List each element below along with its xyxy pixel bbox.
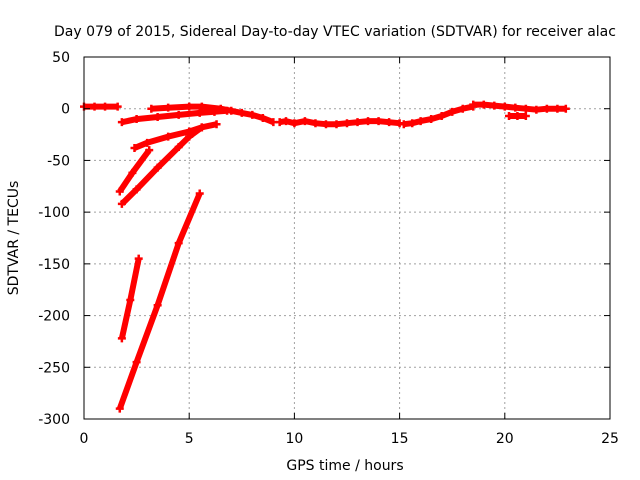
data-point xyxy=(561,104,570,113)
data-point xyxy=(437,111,446,120)
x-tick-label: 15 xyxy=(391,431,409,447)
grid xyxy=(84,57,610,419)
data-point xyxy=(128,168,137,177)
y-tick-label: -100 xyxy=(38,205,70,221)
data-point xyxy=(132,185,141,194)
data-point xyxy=(115,404,124,413)
data-point xyxy=(174,239,183,248)
x-tick-label: 0 xyxy=(80,431,89,447)
data-point xyxy=(385,118,394,127)
axis-ticks xyxy=(83,56,611,420)
data-point xyxy=(343,119,351,128)
data-point xyxy=(532,105,541,114)
y-tick-label: -200 xyxy=(38,309,70,325)
series-line-10 xyxy=(119,124,204,207)
data-point xyxy=(458,104,467,113)
data-point xyxy=(134,254,143,263)
y-tick-label: -150 xyxy=(38,257,70,273)
data-point xyxy=(216,104,225,113)
y-tick-label: 0 xyxy=(61,102,70,118)
data-point xyxy=(113,102,122,111)
y-tick-label: -50 xyxy=(47,153,70,169)
data-point xyxy=(300,117,309,126)
series-layer xyxy=(80,100,570,413)
series-line-9 xyxy=(117,148,152,194)
data-point xyxy=(195,108,204,117)
x-tick-label: 5 xyxy=(185,431,194,447)
data-point xyxy=(212,120,221,129)
data-point xyxy=(143,138,152,147)
data-point xyxy=(521,104,530,113)
data-point xyxy=(145,146,154,155)
x-tick-label: 25 xyxy=(601,431,619,447)
data-point xyxy=(153,112,162,121)
data-point xyxy=(321,120,330,129)
data-point xyxy=(374,117,383,126)
data-point xyxy=(332,120,341,129)
data-point xyxy=(132,358,141,367)
series-line-6 xyxy=(473,101,566,113)
data-point xyxy=(126,296,135,305)
data-point xyxy=(147,104,156,113)
chart-title: Day 079 of 2015, Sidereal Day-to-day VTE… xyxy=(54,24,616,40)
data-point xyxy=(195,189,204,198)
series-line-3 xyxy=(151,103,275,125)
data-point xyxy=(281,117,290,126)
y-tick-labels: -300 -250 -200 -150 -100 -50 0 50 xyxy=(38,50,70,428)
data-point xyxy=(197,102,206,111)
data-point xyxy=(353,118,362,127)
data-point xyxy=(90,102,99,111)
data-point xyxy=(511,103,520,112)
data-point xyxy=(132,115,141,124)
data-point xyxy=(311,119,320,128)
data-point xyxy=(117,334,126,343)
data-point xyxy=(185,102,194,111)
y-tick-label: -250 xyxy=(38,360,70,376)
data-point xyxy=(505,111,514,120)
y-tick-label: 50 xyxy=(52,50,70,66)
data-point xyxy=(500,102,509,111)
data-point xyxy=(416,117,425,126)
y-axis-label: SDTVAR / TECUs xyxy=(6,181,22,296)
data-point xyxy=(448,107,457,116)
data-point xyxy=(258,114,267,123)
data-point xyxy=(117,118,126,127)
x-tick-label: 10 xyxy=(285,431,303,447)
data-point xyxy=(153,163,162,172)
x-tick-label: 20 xyxy=(496,431,514,447)
data-point xyxy=(408,119,417,128)
data-point xyxy=(164,103,173,112)
y-tick-label: -300 xyxy=(38,412,70,428)
data-point xyxy=(479,100,488,109)
data-point xyxy=(174,142,183,151)
data-point xyxy=(115,187,124,196)
data-point xyxy=(364,117,373,126)
x-tick-labels: 0 5 10 15 20 25 xyxy=(80,431,619,447)
data-point xyxy=(130,144,139,153)
plot-frame xyxy=(83,56,611,420)
data-point xyxy=(227,106,236,115)
x-axis-label: GPS time / hours xyxy=(286,458,403,474)
data-point xyxy=(174,110,183,119)
data-point xyxy=(164,132,173,141)
data-point xyxy=(542,104,551,113)
data-point xyxy=(553,104,562,113)
data-point xyxy=(185,132,194,141)
data-point xyxy=(427,115,436,124)
data-point xyxy=(248,110,257,119)
data-point xyxy=(469,100,478,109)
data-point xyxy=(153,301,162,310)
data-point xyxy=(521,111,530,120)
data-point xyxy=(101,102,110,111)
data-point xyxy=(490,101,499,110)
data-point xyxy=(290,119,299,128)
data-point xyxy=(117,199,126,208)
data-point xyxy=(197,123,206,132)
data-point xyxy=(237,108,246,117)
data-point xyxy=(513,111,522,120)
data-point xyxy=(399,120,408,129)
